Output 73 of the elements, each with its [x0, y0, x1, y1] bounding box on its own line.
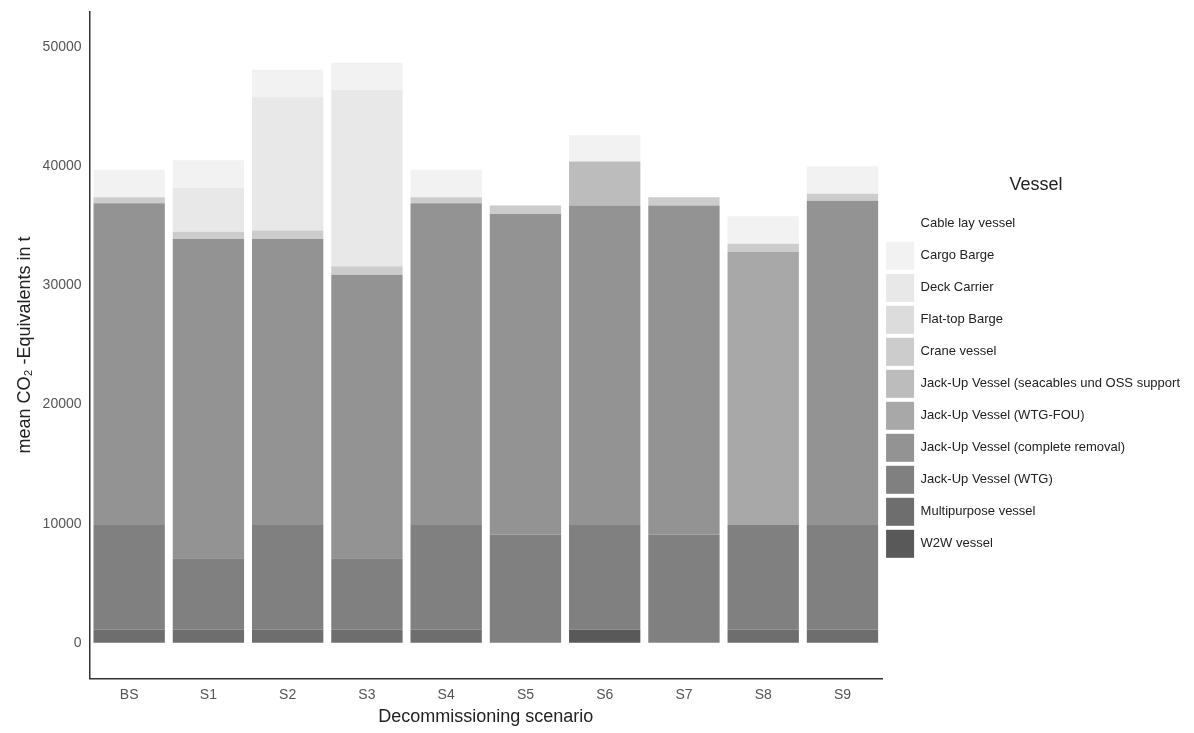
bar	[410, 203, 482, 525]
bar	[93, 629, 165, 643]
bar	[252, 238, 324, 525]
bar	[172, 238, 245, 559]
bar	[806, 193, 879, 201]
bar	[252, 524, 324, 630]
bar	[410, 629, 482, 643]
bar	[172, 629, 245, 643]
bar	[727, 243, 799, 253]
bar	[727, 216, 799, 244]
bar	[410, 197, 482, 204]
bar	[806, 166, 879, 194]
bar	[331, 558, 403, 630]
x-tick-label: S4	[437, 685, 455, 702]
bar	[648, 205, 720, 535]
x-tick-label: S9	[833, 685, 852, 702]
bar	[410, 524, 482, 630]
legend-title: Vessel	[1009, 174, 1063, 195]
legend-label: Flat-top Barge	[920, 311, 1003, 327]
legend-label: Jack-Up Vessel (seacables und OSS support	[920, 375, 1181, 391]
bar	[648, 534, 720, 643]
x-tick-label: S8	[754, 685, 772, 702]
bar	[93, 197, 165, 204]
bar	[172, 231, 245, 239]
bar	[569, 161, 641, 206]
y-tick-label: 30000	[42, 276, 82, 293]
x-tick-label: S1	[199, 685, 218, 702]
legend-label: Jack-Up Vessel (complete removal)	[920, 439, 1126, 455]
bar	[569, 135, 641, 162]
x-tick-label: S3	[358, 685, 376, 702]
x-tick-label: S6	[596, 685, 614, 702]
bar	[569, 629, 641, 643]
bar	[806, 524, 879, 630]
legend-label: W2W vessel	[920, 535, 993, 551]
bar	[331, 629, 403, 643]
bar	[727, 252, 799, 525]
x-axis-title: Decommissioning scenario	[378, 706, 594, 727]
legend-label: Deck Carrier	[920, 279, 995, 295]
legend-label: Cargo Barge	[920, 247, 995, 263]
bar	[806, 200, 879, 525]
bar	[489, 534, 562, 643]
x-tick-label: S2	[279, 685, 297, 702]
bar	[93, 203, 165, 525]
bar	[489, 213, 562, 535]
bar	[252, 629, 324, 643]
bar	[93, 169, 165, 198]
y-axis-title: mean CO₂ -Equivalents in t	[13, 236, 34, 454]
bar	[252, 230, 324, 239]
bar	[569, 205, 641, 525]
legend-label: Multipurpose vessel	[920, 503, 1036, 519]
legend-label: Jack-Up Vessel (WTG)	[920, 471, 1053, 487]
y-tick-label: 0	[73, 633, 82, 650]
bar	[331, 274, 403, 559]
bar	[806, 629, 879, 643]
text: Cable lay vessel	[920, 215, 1016, 231]
bar	[331, 266, 403, 275]
bar	[93, 524, 165, 630]
bar	[410, 169, 482, 198]
bar	[569, 524, 641, 630]
legend-label: Crane vessel	[920, 343, 997, 359]
bar	[172, 558, 245, 630]
bar	[489, 205, 562, 214]
x-tick-label: BS	[119, 685, 139, 702]
bar	[727, 524, 799, 630]
y-tick-label: 40000	[42, 157, 82, 174]
x-tick-label: S7	[675, 685, 693, 702]
legend-label: Jack-Up Vessel (WTG-FOU)	[920, 407, 1085, 423]
y-tick-label: 20000	[42, 395, 82, 412]
y-tick-label: 50000	[42, 38, 82, 54]
x-tick-label: S5	[516, 685, 535, 702]
bar	[648, 197, 720, 206]
y-tick-label: 10000	[42, 514, 82, 531]
bar	[727, 629, 799, 643]
